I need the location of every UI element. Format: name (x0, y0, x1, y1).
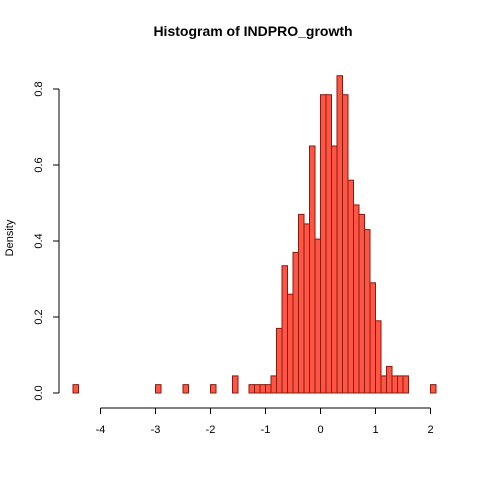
histogram-bar (331, 145, 338, 394)
histogram-bar (287, 293, 294, 394)
histogram-bar (155, 384, 162, 394)
histogram-bar (270, 375, 277, 394)
x-tick-label: -1 (261, 424, 271, 436)
histogram-bar (232, 375, 239, 394)
histogram-bars (72, 75, 437, 394)
histogram-bar (182, 384, 189, 394)
x-tick-label: 1 (372, 424, 378, 436)
y-tick-label: 0.0 (33, 385, 45, 400)
chart-title: Histogram of INDPRO_growth (153, 23, 352, 39)
histogram-bar (402, 375, 409, 394)
histogram-bar (386, 365, 393, 394)
histogram-bar (391, 375, 398, 394)
histogram-bar (430, 384, 437, 394)
histogram-bar (292, 251, 299, 394)
histogram-bar (347, 179, 354, 394)
y-tick-label: 0.6 (33, 157, 45, 172)
histogram-bar (309, 145, 316, 394)
histogram-bar (325, 94, 332, 394)
histogram-bar (336, 75, 343, 394)
histogram-bar (210, 384, 217, 394)
histogram-bar (314, 238, 321, 394)
x-tick-label: -4 (96, 424, 106, 436)
histogram-bar (353, 204, 360, 394)
histogram-bar (380, 375, 387, 394)
histogram-bar (259, 384, 266, 394)
y-tick-label: 0.8 (33, 81, 45, 96)
histogram-bar (375, 320, 382, 394)
histogram-bar (369, 282, 376, 394)
histogram-bar (397, 375, 404, 394)
y-tick-label: 0.2 (33, 309, 45, 324)
histogram-bar (276, 327, 283, 394)
histogram-bar (358, 213, 365, 394)
x-tick-label: 2 (427, 424, 433, 436)
x-tick-label: -2 (206, 424, 216, 436)
histogram-bar (72, 384, 79, 394)
y-tick-label: 0.4 (33, 233, 45, 248)
y-axis-label: Density (4, 219, 16, 256)
histogram-bar (298, 213, 305, 394)
histogram-bar (248, 384, 255, 394)
histogram-bar (254, 384, 261, 394)
x-tick-label: -3 (151, 424, 161, 436)
histogram-bar (303, 223, 310, 394)
y-axis: 0.0 0.2 0.4 0.6 0.8 (33, 81, 60, 401)
histogram-bar (364, 229, 371, 394)
histogram-bar (265, 384, 272, 394)
histogram-bar (342, 94, 349, 394)
histogram-bar (281, 265, 288, 394)
histogram-bar (320, 94, 327, 394)
x-axis: -4 -3 -2 -1 0 1 2 (96, 407, 434, 436)
x-tick-label: 0 (317, 424, 323, 436)
